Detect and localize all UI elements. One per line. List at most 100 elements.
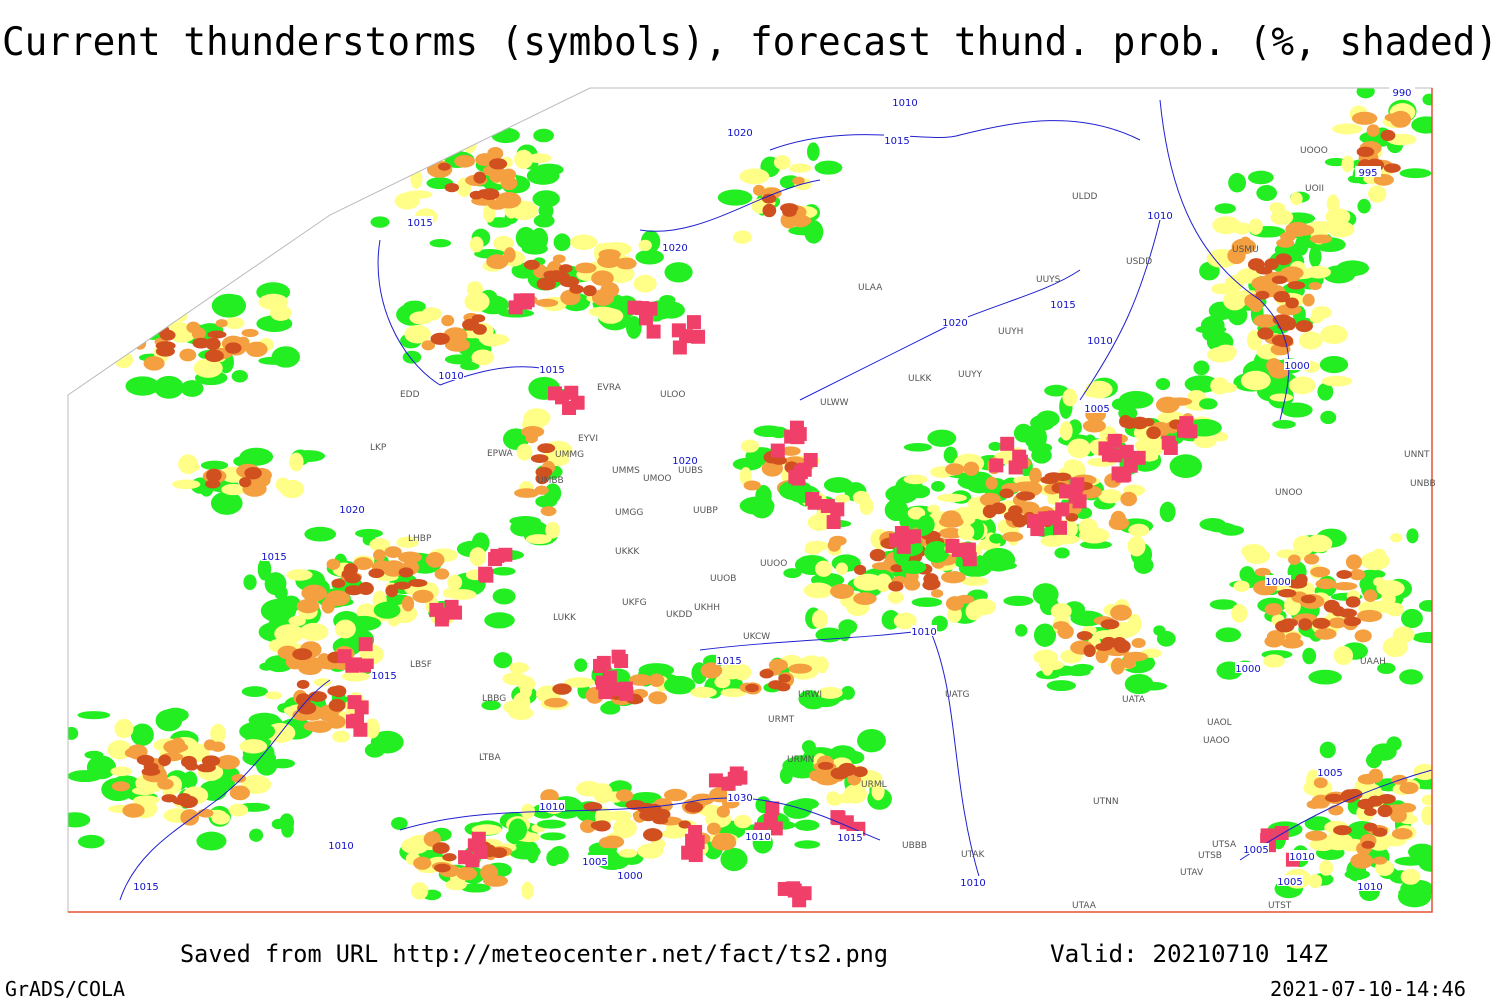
shading-blob: [1325, 208, 1351, 226]
shading-blob: [1345, 596, 1361, 608]
storm-symbol: [354, 700, 369, 715]
shading-blob: [1003, 595, 1034, 607]
storm-symbol: [768, 821, 783, 836]
shading-blob: [1082, 419, 1106, 433]
shading-blob: [893, 612, 917, 630]
shading-blob: [1127, 613, 1142, 635]
shading-blob: [1263, 654, 1285, 668]
shading-blob: [257, 558, 272, 581]
shading-blob: [783, 568, 802, 579]
shading-blob: [1002, 531, 1024, 542]
shading-blob: [981, 547, 1016, 572]
shading-blob: [1356, 609, 1383, 622]
shading-blob: [829, 535, 847, 547]
storm-symbol: [803, 452, 818, 467]
shading-blob: [706, 822, 721, 835]
shading-blob: [1324, 793, 1343, 803]
station-label: LBSF: [410, 660, 432, 670]
storm-symbol: [792, 427, 807, 442]
shading-blob: [1100, 619, 1120, 630]
source-url: Saved from URL http://meteocenter.net/fa…: [180, 940, 888, 968]
shading-blob: [1293, 613, 1318, 623]
station-label: UATA: [1122, 695, 1146, 705]
shading-blob: [720, 847, 748, 872]
shading-blob: [955, 594, 975, 604]
storm-symbol: [1070, 477, 1085, 492]
shading-blob: [296, 679, 310, 690]
shading-blob: [525, 433, 538, 444]
isobar-label: 1015: [837, 833, 862, 844]
shading-blob: [869, 548, 886, 562]
shading-blob: [488, 158, 508, 170]
station-label: UUOO: [760, 559, 787, 569]
shading-blob: [1124, 674, 1154, 695]
isobar-label-bg: [582, 855, 608, 866]
isobar-label-bg: [617, 869, 643, 880]
shading-blob: [227, 294, 244, 306]
shading-blob: [1280, 618, 1298, 628]
shading-blob: [1233, 580, 1250, 592]
shading-blob: [799, 216, 812, 225]
shading-blob: [1309, 234, 1333, 244]
shading-blob: [991, 502, 1007, 515]
shading-blob: [1372, 856, 1387, 865]
isobar-label: 1015: [1050, 300, 1075, 311]
storm-symbol: [471, 831, 486, 846]
shading-blob: [1288, 376, 1316, 395]
station-label: LKP: [370, 443, 387, 453]
station-label: LBBG: [482, 694, 506, 704]
timestamp: 2021-07-10-14:46: [1270, 977, 1466, 1000]
shading-blob: [1111, 657, 1125, 675]
station-label: UKCW: [743, 632, 770, 642]
shading-blob: [564, 677, 596, 688]
shading-blob: [1295, 235, 1309, 256]
shading-blob: [484, 612, 515, 629]
shading-blob: [1233, 222, 1251, 235]
shading-blob: [1046, 680, 1077, 692]
shading-blob: [1050, 603, 1072, 620]
isobar-label: 1015: [884, 136, 909, 147]
shading-blob: [1304, 553, 1320, 565]
isobar-label: 1010: [1357, 882, 1382, 893]
shading-blob: [618, 848, 638, 858]
shading-blob: [615, 257, 637, 270]
shading-blob: [535, 466, 553, 478]
shading-blob: [716, 805, 730, 818]
shading-blob: [179, 348, 197, 362]
isobar-label: 1010: [1289, 852, 1314, 863]
shading-blob: [178, 454, 199, 475]
shading-blob: [1256, 184, 1278, 202]
shading-blob: [296, 598, 320, 614]
shading-blob: [158, 754, 172, 767]
isobar-label: 1005: [1084, 404, 1109, 415]
storm-symbol: [989, 458, 1004, 473]
shading-blob: [593, 820, 611, 832]
shading-blob: [719, 664, 744, 680]
shading-blob: [1156, 630, 1176, 647]
shading-blob: [514, 149, 534, 169]
shading-blob: [1397, 885, 1432, 908]
shading-blob: [265, 691, 283, 700]
isobar-label-bg: [1050, 298, 1076, 309]
shading-blob: [801, 740, 816, 754]
shading-blob: [429, 239, 452, 248]
shading-blob: [1390, 533, 1403, 543]
shading-blob: [1264, 603, 1283, 616]
station-label: UNOO: [1275, 488, 1303, 498]
shading-blob: [582, 285, 597, 297]
shading-blob: [1050, 534, 1080, 545]
shading-blob: [1240, 370, 1271, 391]
shading-blob: [838, 762, 857, 777]
shading-blob: [1224, 275, 1245, 292]
storm-symbol: [786, 881, 801, 896]
shading-blob: [203, 739, 217, 751]
shading-blob: [1155, 377, 1171, 391]
station-label: UMGG: [615, 508, 643, 518]
shading-blob: [943, 446, 958, 464]
storm-symbol: [688, 825, 703, 840]
shading-blob: [432, 842, 450, 854]
shading-blob: [384, 546, 402, 559]
shading-blob: [328, 698, 346, 712]
shading-blob: [308, 720, 333, 733]
